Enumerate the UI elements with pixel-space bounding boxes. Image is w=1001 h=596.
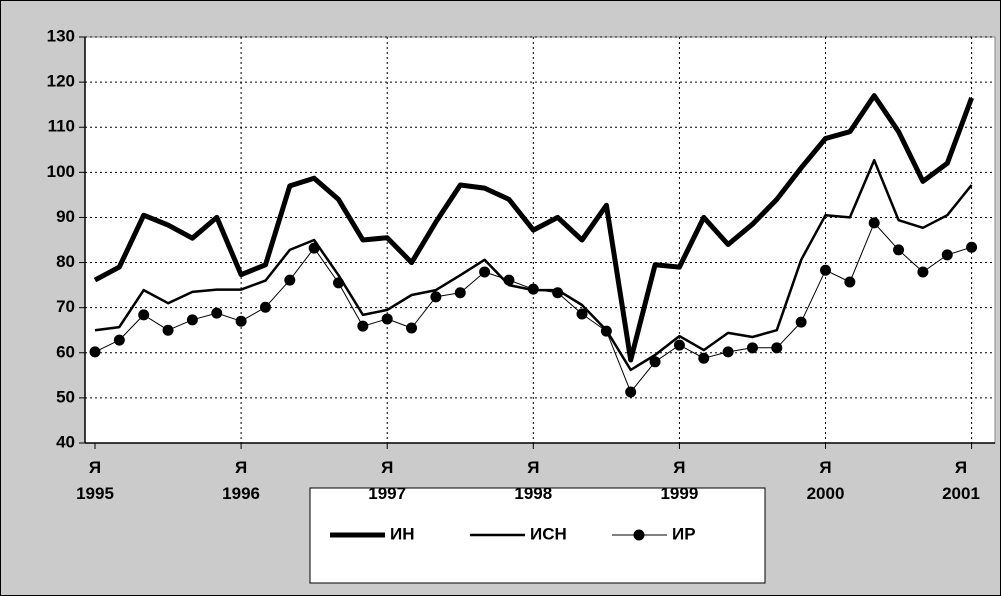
point [479,266,491,278]
x-tick-label: Я 1996 [222,458,260,503]
x-tick-label: Я 1999 [660,458,699,503]
x-tick-label: Я 1998 [514,458,553,503]
y-tick-label: 50 [56,387,75,406]
point [746,342,758,354]
point [868,217,880,229]
legend-label: ИН [390,524,415,543]
point [89,346,101,358]
y-tick-label: 80 [56,252,75,271]
point [406,322,418,334]
point [259,301,271,313]
legend-box [309,487,766,584]
point [893,244,905,256]
point [649,356,661,368]
point [552,287,564,299]
point [308,242,320,254]
point [430,291,442,303]
point [941,249,953,261]
point [917,266,929,278]
point [576,308,588,320]
point [138,309,150,321]
y-tick-label: 120 [47,72,75,91]
point [600,325,612,337]
point [795,316,807,328]
point [771,342,783,354]
point [235,315,247,327]
point [673,339,685,351]
point [625,386,637,398]
y-tick-label: 100 [47,162,75,181]
legend-marker [633,529,645,541]
plot-area [84,36,996,444]
y-tick-label: 70 [56,297,75,316]
x-tick-label: Я 1995 [76,458,114,503]
point [333,277,344,289]
point [284,274,296,286]
point [186,314,198,326]
point [698,352,710,364]
point [211,307,223,319]
point [454,287,466,299]
point [722,346,734,358]
point [113,334,125,346]
point [503,274,515,286]
y-tick-label: 110 [48,117,75,136]
x-tick-label: Я 2001 [942,458,980,503]
legend-label: ИСН [530,524,567,543]
point [966,241,978,253]
point [844,276,856,288]
y-tick-label: 90 [56,207,75,226]
point [381,313,393,325]
point [357,320,369,332]
legend-label: ИР [672,524,696,543]
y-tick-label: 60 [56,342,75,361]
y-tick-label: 130 [47,26,75,45]
point [162,324,174,336]
x-tick-label: Я 1997 [368,458,407,503]
x-tick-label: Я 2000 [806,458,845,503]
y-tick-label: 40 [56,432,75,451]
series-line [93,93,974,363]
point [527,283,539,295]
point [820,264,831,276]
